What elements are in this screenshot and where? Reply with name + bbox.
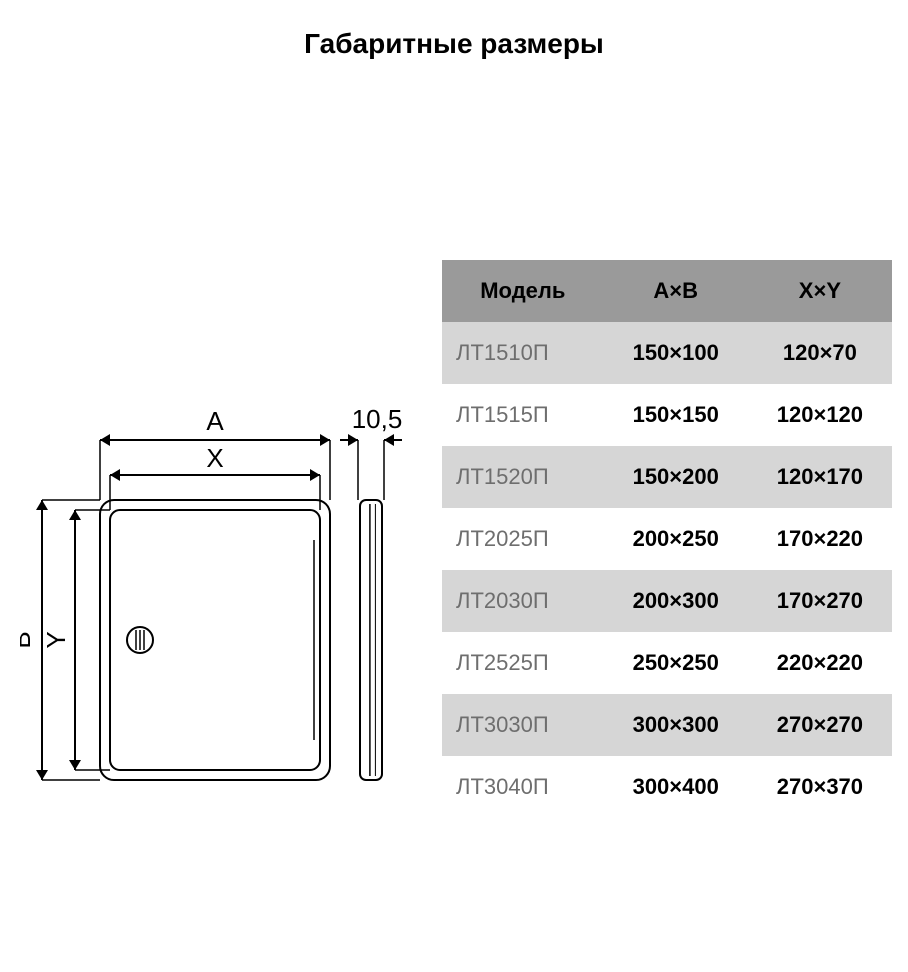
cell-xy: 270×270 — [748, 694, 892, 756]
cell-model: ЛТ1515П — [442, 384, 604, 446]
cell-ab: 300×300 — [604, 694, 748, 756]
cell-xy: 120×70 — [748, 322, 892, 384]
svg-text:A: A — [206, 406, 224, 436]
cell-xy: 270×370 — [748, 756, 892, 818]
cell-model: ЛТ2525П — [442, 632, 604, 694]
cell-ab: 200×250 — [604, 508, 748, 570]
svg-text:X: X — [206, 443, 223, 473]
cell-xy: 170×220 — [748, 508, 892, 570]
page-title: Габаритные размеры — [0, 0, 908, 60]
dimensions-table-wrapper: Модель A×B X×Y ЛТ1510П150×100120×70ЛТ151… — [442, 260, 892, 818]
cell-ab: 250×250 — [604, 632, 748, 694]
table-row: ЛТ1510П150×100120×70 — [442, 322, 892, 384]
table-row: ЛТ2025П200×250170×220 — [442, 508, 892, 570]
cell-ab: 150×150 — [604, 384, 748, 446]
cell-ab: 200×300 — [604, 570, 748, 632]
cell-model: ЛТ2030П — [442, 570, 604, 632]
table-header-row: Модель A×B X×Y — [442, 260, 892, 322]
cell-model: ЛТ3040П — [442, 756, 604, 818]
col-ab: A×B — [604, 260, 748, 322]
dimension-diagram: AX BY 10,5 — [20, 380, 440, 800]
table-row: ЛТ2030П200×300170×270 — [442, 570, 892, 632]
table-row: ЛТ1515П150×150120×120 — [442, 384, 892, 446]
cell-model: ЛТ1510П — [442, 322, 604, 384]
cell-xy: 120×120 — [748, 384, 892, 446]
table-row: ЛТ1520П150×200120×170 — [442, 446, 892, 508]
cell-ab: 150×100 — [604, 322, 748, 384]
cell-xy: 220×220 — [748, 632, 892, 694]
cell-ab: 150×200 — [604, 446, 748, 508]
svg-text:B: B — [20, 631, 36, 648]
col-xy: X×Y — [748, 260, 892, 322]
cell-xy: 120×170 — [748, 446, 892, 508]
cell-model: ЛТ1520П — [442, 446, 604, 508]
cell-ab: 300×400 — [604, 756, 748, 818]
svg-text:Y: Y — [41, 631, 71, 648]
table-row: ЛТ2525П250×250220×220 — [442, 632, 892, 694]
table-row: ЛТ3040П300×400270×370 — [442, 756, 892, 818]
table-row: ЛТ3030П300×300270×270 — [442, 694, 892, 756]
dimensions-table: Модель A×B X×Y ЛТ1510П150×100120×70ЛТ151… — [442, 260, 892, 818]
svg-text:10,5: 10,5 — [352, 404, 403, 434]
cell-xy: 170×270 — [748, 570, 892, 632]
col-model: Модель — [442, 260, 604, 322]
cell-model: ЛТ2025П — [442, 508, 604, 570]
cell-model: ЛТ3030П — [442, 694, 604, 756]
